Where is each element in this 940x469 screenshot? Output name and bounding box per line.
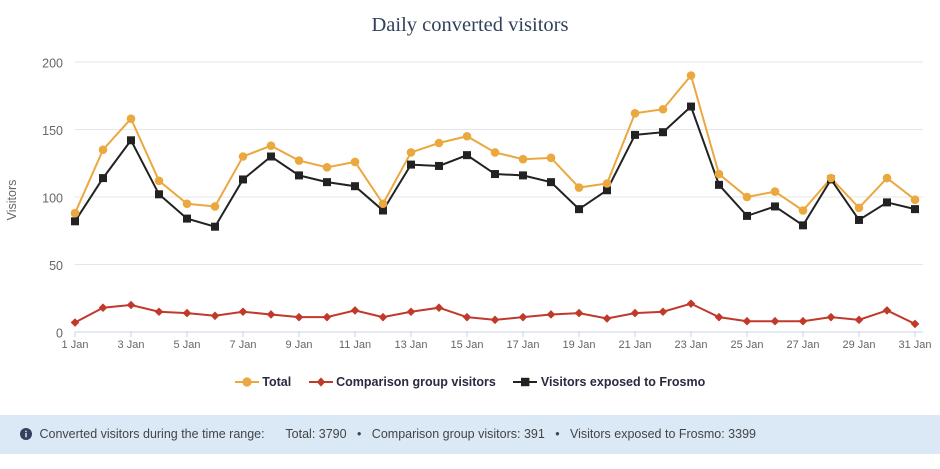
svg-text:200: 200 bbox=[42, 57, 63, 71]
svg-text:1 Jan: 1 Jan bbox=[62, 339, 89, 351]
svg-text:3 Jan: 3 Jan bbox=[118, 339, 145, 351]
svg-text:Visitors: Visitors bbox=[5, 180, 19, 221]
svg-text:11 Jan: 11 Jan bbox=[339, 339, 371, 351]
svg-text:19 Jan: 19 Jan bbox=[562, 339, 595, 351]
svg-text:25 Jan: 25 Jan bbox=[730, 339, 763, 351]
svg-text:150: 150 bbox=[42, 124, 63, 138]
svg-text:31 Jan: 31 Jan bbox=[898, 339, 931, 351]
svg-text:27 Jan: 27 Jan bbox=[786, 339, 819, 351]
svg-text:21 Jan: 21 Jan bbox=[618, 339, 651, 351]
svg-text:5 Jan: 5 Jan bbox=[174, 339, 201, 351]
svg-text:50: 50 bbox=[49, 259, 63, 273]
svg-text:13 Jan: 13 Jan bbox=[394, 339, 427, 351]
svg-text:29 Jan: 29 Jan bbox=[842, 339, 875, 351]
svg-text:7 Jan: 7 Jan bbox=[230, 339, 257, 351]
svg-text:15 Jan: 15 Jan bbox=[450, 339, 483, 351]
svg-text:17 Jan: 17 Jan bbox=[506, 339, 539, 351]
svg-text:23 Jan: 23 Jan bbox=[674, 339, 707, 351]
svg-text:100: 100 bbox=[42, 192, 63, 206]
svg-text:9 Jan: 9 Jan bbox=[286, 339, 313, 351]
